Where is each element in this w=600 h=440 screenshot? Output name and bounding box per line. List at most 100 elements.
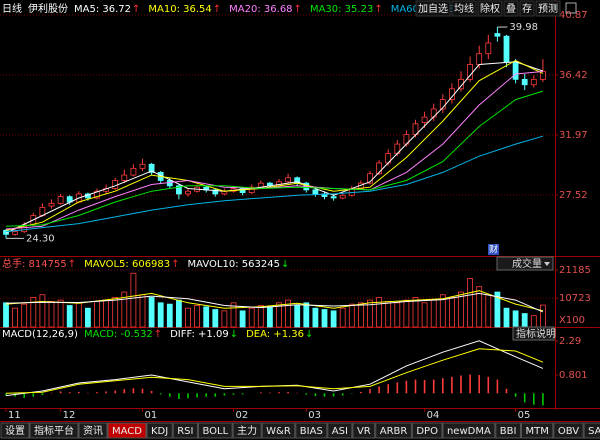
legend-label: MAVOL10: 563245	[188, 259, 280, 270]
tab-label[interactable]: 资讯	[83, 425, 103, 437]
volume-bar	[458, 291, 464, 328]
extreme-label: 24.30	[26, 233, 55, 244]
y-tick-label: 21185	[559, 265, 591, 276]
volume-bar	[394, 302, 401, 328]
candle-body	[48, 202, 55, 207]
indicator-select-label[interactable]: 成交量	[512, 257, 542, 270]
tab[interactable]	[261, 422, 296, 439]
tab-label[interactable]: DPO	[416, 426, 438, 437]
volume-bar	[412, 297, 419, 328]
candle-body	[139, 163, 146, 169]
indicator-select[interactable]	[496, 256, 554, 271]
tab[interactable]	[375, 422, 412, 439]
toolbar-button[interactable]	[519, 0, 535, 17]
volume-bar	[430, 299, 437, 328]
tab[interactable]	[411, 422, 443, 439]
dropdown-arrow[interactable]	[544, 262, 550, 266]
candle-body	[185, 190, 191, 195]
tab[interactable]	[172, 422, 198, 439]
tab[interactable]	[327, 422, 353, 439]
tab-label[interactable]: RSI	[177, 426, 193, 437]
x-tick-label: 02	[236, 410, 249, 421]
volume-bar	[257, 305, 264, 328]
tab-label[interactable]: BIAS	[300, 426, 323, 437]
trend-arrow: ↓	[305, 329, 313, 340]
tab-label[interactable]: 设置	[5, 425, 25, 437]
y-tick-label: 27.52	[559, 190, 588, 201]
tab-label[interactable]: SA	[588, 426, 600, 437]
volume-bar	[48, 301, 55, 328]
badge: 财	[489, 244, 498, 256]
tab[interactable]	[553, 422, 584, 439]
tab-label[interactable]: 主力	[237, 424, 257, 437]
tab-label[interactable]: BOLL	[202, 426, 228, 437]
volume-bar	[521, 313, 528, 328]
tab[interactable]	[583, 422, 600, 439]
tab-label[interactable]: MTM	[525, 426, 548, 437]
volume-bar	[166, 303, 173, 328]
tab[interactable]	[442, 422, 496, 439]
toolbar-button-label[interactable]: 叠	[506, 3, 516, 15]
toolbar-button[interactable]	[415, 0, 451, 17]
volume-bar	[175, 299, 182, 328]
total-volume: 总手: 814755	[2, 257, 67, 270]
tab[interactable]	[495, 422, 521, 439]
tab[interactable]	[146, 422, 173, 439]
toolbar-button[interactable]	[477, 0, 503, 17]
legend-label: MA30: 35.23	[310, 4, 373, 15]
toolbar-button-label[interactable]: 存	[522, 2, 532, 15]
toolbar-button-label[interactable]: 加自选	[418, 2, 448, 15]
tab[interactable]	[520, 422, 554, 439]
toolbar-button-label[interactable]: 预测	[538, 2, 558, 15]
tab-label[interactable]: ASI	[332, 426, 348, 437]
volume-bar	[139, 294, 146, 328]
volume-bar	[376, 297, 383, 328]
tab[interactable]	[78, 422, 108, 439]
tab[interactable]	[107, 422, 147, 439]
trend-arrow: ↓	[281, 259, 289, 270]
tab[interactable]	[29, 422, 79, 439]
help-button-label[interactable]: 指标说明	[516, 327, 556, 340]
tab-label[interactable]: W&R	[266, 426, 291, 437]
help-button[interactable]	[512, 326, 555, 341]
volume-bar	[367, 299, 373, 328]
tab[interactable]	[295, 422, 328, 439]
volume-bar	[421, 302, 428, 328]
extreme-label: 39.98	[509, 22, 538, 33]
toolbar-button[interactable]	[503, 0, 519, 17]
toolbar-button-label[interactable]: 均线	[454, 2, 474, 15]
volume-bar	[439, 294, 446, 328]
legend-label: DIFF: +1.09	[170, 329, 229, 340]
candle-body	[339, 194, 346, 199]
tab-label[interactable]: VR	[357, 426, 371, 437]
tab[interactable]	[352, 422, 376, 439]
volume-bar	[303, 302, 310, 328]
candle-body	[540, 70, 546, 80]
volume-bar	[221, 310, 228, 328]
toolbar-button-label[interactable]: 除权	[480, 2, 500, 15]
tab-label[interactable]: newDMA	[447, 426, 491, 437]
tab-label[interactable]: OBV	[558, 426, 579, 437]
tab-label[interactable]: BBI	[500, 426, 517, 437]
tab[interactable]	[0, 422, 30, 439]
volume-bar	[75, 302, 82, 328]
window-icon[interactable]	[565, 2, 577, 14]
candle-body	[121, 174, 128, 181]
tab[interactable]	[232, 422, 262, 439]
trend-arrow: ↑	[68, 259, 76, 270]
trend-arrow: ↑	[132, 4, 140, 15]
volume-bar	[294, 305, 301, 328]
tab[interactable]	[197, 422, 233, 439]
toolbar-button[interactable]	[451, 0, 477, 17]
indicator-line	[5, 61, 544, 234]
stock-name: 伊利股份	[28, 3, 68, 15]
volume-bar	[285, 299, 292, 328]
tab-label[interactable]: ARBR	[380, 426, 408, 437]
tab-label[interactable]: 指标平台	[34, 424, 74, 437]
trend-arrow: ↑	[171, 259, 179, 270]
tab-label[interactable]: KDJ	[151, 426, 168, 437]
tab-label[interactable]: MACD	[112, 426, 142, 437]
toolbar-button[interactable]	[535, 0, 561, 17]
